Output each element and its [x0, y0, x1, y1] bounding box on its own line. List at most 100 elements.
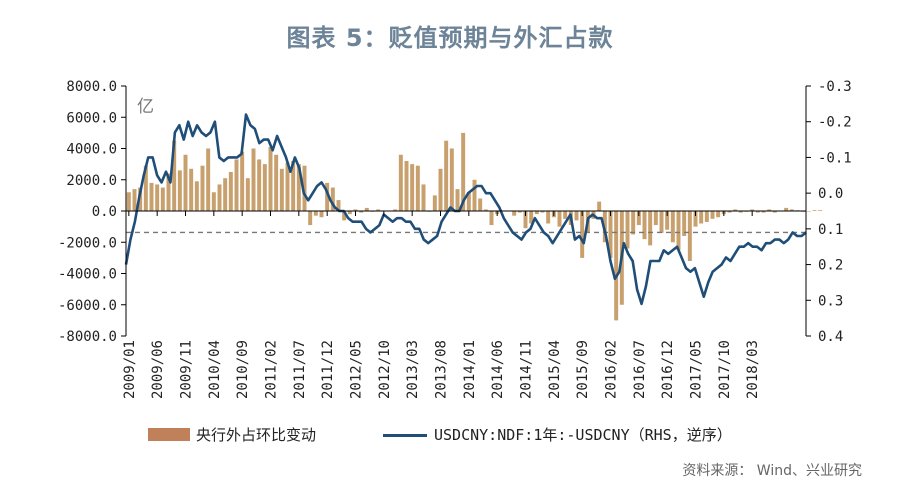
bar	[421, 184, 426, 211]
bar	[155, 184, 160, 211]
bar	[653, 211, 658, 226]
bar	[784, 207, 789, 212]
legend-line-swatch	[383, 434, 427, 437]
x-tick-label: 2010/09	[235, 340, 251, 399]
bar	[489, 211, 494, 226]
bar	[132, 189, 137, 212]
bar	[228, 171, 233, 211]
bar	[693, 211, 698, 227]
bar	[478, 198, 483, 211]
bar	[177, 170, 182, 212]
x-tick-label: 2009/01	[122, 340, 138, 399]
legend-bar-label: 央行外占环比变动	[196, 426, 317, 444]
bar	[330, 187, 335, 211]
bar	[625, 211, 630, 249]
bar	[546, 211, 551, 224]
series-line	[124, 113, 807, 306]
bar	[398, 154, 403, 211]
bar	[704, 211, 709, 222]
x-tick-label: 2014/06	[490, 340, 506, 399]
right-tick-label: 0.0	[818, 186, 843, 202]
x-tick-label: 2014/11	[519, 340, 535, 399]
bar	[716, 211, 721, 218]
x-tick-label: 2018/03	[745, 340, 761, 399]
left-tick-label: -4000.0	[58, 267, 117, 283]
bar	[512, 211, 517, 216]
left-tick-label: 6000.0	[66, 110, 117, 126]
bar	[160, 187, 165, 211]
bar	[291, 161, 296, 211]
x-tick-label: 2017/05	[689, 340, 705, 399]
bar	[217, 184, 222, 211]
chart-title: 图表 5：贬值预期与外汇占款	[286, 24, 614, 52]
bar	[631, 211, 636, 235]
bar	[206, 148, 211, 211]
bar	[172, 140, 177, 211]
right-tick-label: 0.1	[818, 222, 843, 238]
bar	[211, 192, 216, 211]
bar	[461, 132, 466, 212]
bar	[393, 209, 398, 211]
left-tick-label: -8000.0	[58, 329, 117, 345]
legend-line-label: USDCNY:NDF:1年:-USDCNY（RHS，逆序）	[434, 426, 732, 444]
bar	[296, 164, 301, 212]
right-tick-label: 0.2	[818, 258, 843, 274]
line-series	[124, 113, 807, 306]
bar	[517, 211, 522, 213]
bar	[449, 148, 454, 211]
bar	[772, 211, 777, 213]
bar	[699, 211, 704, 224]
bar	[194, 181, 199, 211]
x-tick-label: 2016/02	[604, 340, 620, 399]
bar	[767, 209, 772, 211]
bar	[302, 165, 307, 211]
bar	[342, 211, 347, 221]
bar	[353, 209, 358, 211]
bar	[234, 159, 239, 211]
bar	[444, 140, 449, 211]
bar	[438, 168, 443, 211]
bar	[200, 165, 205, 211]
right-tick-label: -0.1	[818, 150, 852, 166]
bar	[540, 211, 545, 213]
bar	[682, 211, 687, 236]
bar	[727, 211, 732, 213]
bar	[710, 211, 715, 219]
bar	[245, 178, 250, 211]
bar	[557, 211, 562, 227]
bar	[563, 211, 568, 219]
tick-labels: 8000.0 6000.0 4000.0 2000.0 0.0 -2000.0 -4000.…	[58, 79, 852, 399]
bar	[308, 211, 313, 226]
bar	[415, 165, 420, 211]
bar	[523, 211, 528, 229]
bar	[268, 146, 273, 211]
bar	[534, 211, 539, 215]
bar	[251, 148, 256, 211]
bar	[347, 211, 352, 215]
bar	[126, 192, 131, 211]
bar	[149, 182, 154, 212]
bar-series	[126, 132, 823, 321]
bar	[223, 178, 228, 211]
right-tick-label: 0.3	[818, 293, 843, 309]
bar	[614, 211, 619, 321]
bar	[285, 162, 290, 211]
left-axis-unit: 亿	[137, 97, 154, 117]
bar	[166, 173, 171, 211]
x-tick-label: 2013/03	[405, 340, 421, 399]
left-tick-label: 8000.0	[66, 79, 117, 95]
left-tick-label: 0.0	[92, 204, 117, 220]
legend-bar-swatch	[148, 428, 190, 441]
x-tick-label: 2011/02	[264, 340, 280, 399]
bar	[466, 192, 471, 211]
bar	[274, 154, 279, 211]
bar	[608, 211, 613, 258]
bar	[183, 154, 188, 211]
x-tick-label: 2012/10	[377, 340, 393, 399]
bar	[738, 211, 743, 213]
x-tick-label: 2012/05	[349, 340, 365, 399]
bar	[636, 211, 641, 226]
x-tick-label: 2016/12	[660, 340, 676, 399]
bar	[574, 211, 579, 221]
